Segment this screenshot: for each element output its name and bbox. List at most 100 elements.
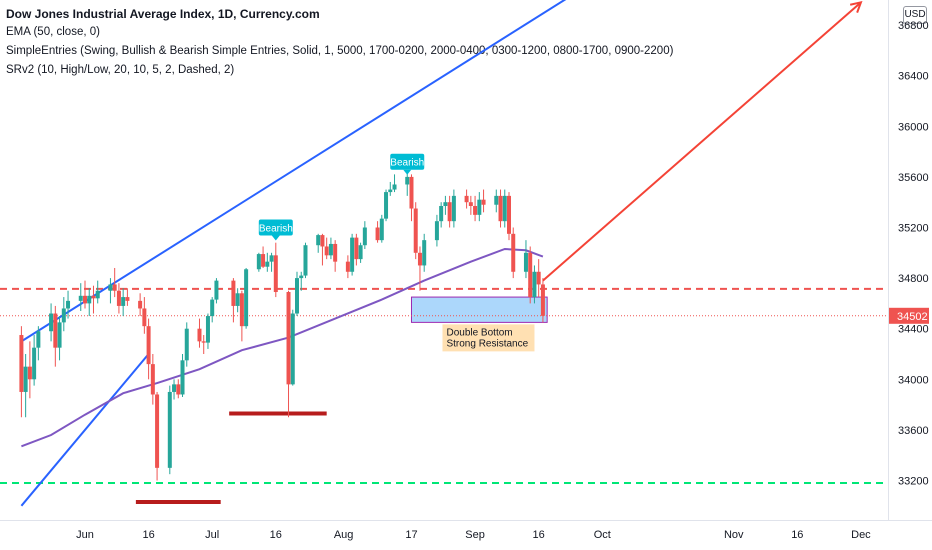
candle-body	[498, 195, 503, 222]
candle	[167, 385, 172, 475]
candle	[468, 195, 473, 215]
candle-body	[49, 313, 54, 332]
candle-body	[19, 335, 24, 392]
candle-body	[358, 245, 363, 260]
price-tick-label: 34800	[898, 273, 929, 285]
candle-body	[57, 322, 62, 348]
candle	[528, 246, 533, 304]
candle-body	[477, 199, 482, 215]
double-bottom-note-line: Strong Resistance	[446, 338, 528, 349]
candle	[23, 354, 28, 418]
candle-body	[413, 208, 418, 253]
candle-body	[261, 254, 266, 267]
candle	[417, 246, 422, 291]
candle-body	[536, 271, 541, 285]
ema-legend[interactable]: EMA (50, close, 0)	[6, 26, 100, 38]
candle-body	[384, 192, 389, 219]
candle-body	[61, 308, 66, 323]
candle	[350, 233, 355, 276]
candle	[180, 354, 185, 398]
candle	[443, 195, 448, 215]
bearish-signal-label: Bearish	[259, 224, 293, 235]
last-price-label: 34502	[897, 311, 928, 323]
simple-entries-legend[interactable]: SimpleEntries (Swing, Bullish & Bearish …	[6, 45, 674, 57]
candle-body	[231, 280, 236, 306]
candle	[231, 278, 236, 323]
candle	[434, 214, 439, 247]
candle	[184, 322, 189, 367]
candle	[244, 267, 249, 329]
candle	[540, 278, 545, 323]
candle-body	[290, 313, 295, 385]
candle-body	[121, 297, 126, 306]
candle-body	[108, 284, 113, 291]
candle-body	[83, 295, 87, 304]
candle-body	[116, 290, 121, 306]
candle-body	[239, 293, 244, 327]
candle-body	[354, 237, 359, 260]
candle	[409, 174, 414, 222]
candle-body	[78, 295, 83, 301]
candle	[155, 391, 160, 481]
candle	[286, 290, 291, 418]
candle-body	[138, 300, 143, 309]
srv2-legend[interactable]: SRv2 (10, High/Low, 20, 10, 5, 2, Dashed…	[6, 64, 235, 76]
candle	[477, 192, 482, 222]
candle-body	[155, 394, 160, 468]
candle-body	[417, 252, 422, 266]
candle	[295, 271, 299, 317]
candle-body	[379, 218, 384, 241]
candle-body	[91, 295, 96, 299]
candle-body	[375, 227, 380, 241]
candle-body	[210, 299, 215, 317]
candle-body	[197, 328, 202, 342]
candle-body	[362, 227, 367, 246]
candle	[523, 240, 528, 279]
candle-body	[507, 195, 511, 234]
candle	[290, 309, 295, 386]
upper-trendline	[20, 0, 567, 343]
candle	[345, 255, 350, 279]
candle-body	[350, 237, 355, 272]
candle-body	[146, 326, 151, 365]
candle	[112, 267, 117, 298]
candle-body	[320, 235, 325, 247]
price-tick-label: 35200	[898, 223, 929, 235]
candle	[87, 288, 92, 317]
candle	[138, 293, 143, 317]
time-tick-label: 16	[142, 529, 154, 541]
candle	[422, 233, 427, 272]
candle	[256, 252, 261, 272]
candle-body	[299, 275, 304, 279]
candle	[53, 305, 58, 367]
candle	[413, 202, 418, 260]
candle	[172, 379, 177, 400]
candle-body	[528, 252, 533, 298]
candle	[303, 242, 308, 279]
bearish-signal-box	[390, 153, 425, 170]
candle	[66, 290, 71, 319]
candle	[273, 242, 278, 298]
candle	[27, 341, 32, 399]
price-tick-label: 36000	[898, 121, 929, 133]
candle	[379, 214, 384, 243]
candle-body	[345, 261, 350, 272]
currency-button[interactable]: USD	[903, 6, 927, 24]
candle-body	[295, 278, 299, 314]
candle-body	[23, 366, 28, 392]
candle	[375, 221, 380, 243]
bearish-signal-box	[258, 219, 293, 236]
candle-body	[468, 202, 473, 206]
candle-body	[286, 292, 291, 385]
candle	[405, 170, 410, 196]
candle	[261, 246, 266, 268]
bearish-signal-pointer	[271, 235, 280, 241]
candle-body	[439, 205, 444, 222]
candle-body	[167, 391, 172, 468]
candle-body	[540, 284, 545, 316]
bearish-signal: Bearish	[258, 219, 293, 241]
candle-body	[303, 245, 308, 276]
price-tick-label: 34000	[898, 374, 929, 386]
